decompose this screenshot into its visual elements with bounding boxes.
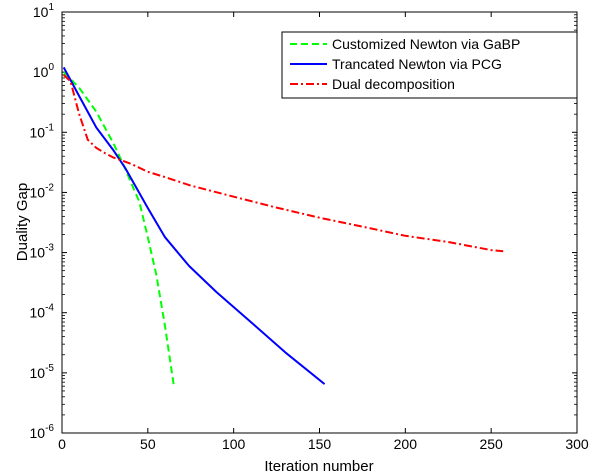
y-tick-label: 10-1 xyxy=(30,122,55,140)
x-tick-label: 250 xyxy=(479,436,503,452)
legend-label-pcg: Trancated Newton via PCG xyxy=(332,56,502,72)
y-tick-label: 10-2 xyxy=(30,182,55,200)
y-tick-label: 10-6 xyxy=(30,423,55,441)
x-tick-label: 300 xyxy=(565,436,589,452)
ticks-layer: 0 50 100 150 200 250 300 10-6 10-5 10-4 10-3 10-2 10… xyxy=(30,2,589,452)
legend-box xyxy=(281,31,578,99)
y-tick-label: 10-5 xyxy=(30,363,55,381)
series-line-3 xyxy=(63,74,504,253)
x-tick-label: 150 xyxy=(308,436,332,452)
x-tick-label: 200 xyxy=(394,436,418,452)
x-axis-label: Iteration number xyxy=(264,458,373,475)
series-layer xyxy=(62,66,504,385)
legend-label-gabp: Customized Newton via GaBP xyxy=(332,36,520,52)
y-tick-label: 100 xyxy=(33,62,55,80)
legend: Customized Newton via GaBP Trancated New… xyxy=(281,31,578,99)
series-line-2 xyxy=(62,66,326,385)
x-tick-label: 50 xyxy=(140,436,156,452)
y-axis-label: Duality Gap xyxy=(14,183,31,261)
y-tick-label: 101 xyxy=(33,2,55,20)
y-tick-label: 10-4 xyxy=(30,303,55,321)
series-line-1 xyxy=(62,71,175,385)
x-tick-label: 0 xyxy=(58,436,66,452)
plot-frame xyxy=(61,11,578,434)
legend-label-dual: Dual decomposition xyxy=(332,76,455,92)
y-tick-label: 10-3 xyxy=(30,243,55,261)
x-tick-label: 100 xyxy=(222,436,246,452)
